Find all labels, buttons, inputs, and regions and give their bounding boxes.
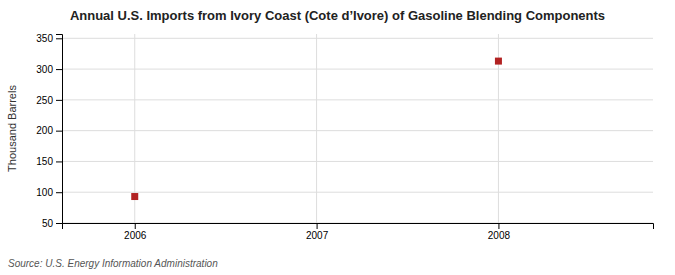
y-tick-label: 150 — [36, 156, 53, 167]
y-tick-label: 200 — [36, 125, 53, 136]
y-tick: 350 — [36, 33, 62, 44]
x-tick-label: 2006 — [124, 230, 147, 241]
y-tick-mark — [56, 161, 62, 162]
y-tick-label: 350 — [36, 33, 53, 44]
point — [495, 58, 502, 65]
h-grid-line — [62, 161, 653, 162]
x-tick-label: 2008 — [488, 230, 511, 241]
h-grid-line — [62, 69, 653, 70]
y-tick-label: 250 — [36, 95, 53, 106]
title: Annual U.S. Imports from Ivory Coast (Co… — [70, 8, 605, 23]
y-tick-mark — [56, 131, 62, 132]
source: Source: U.S. Energy Information Administ… — [8, 258, 218, 269]
y-tick-mark — [56, 192, 62, 193]
h-grid-line — [62, 99, 653, 100]
y-tick: 50 — [42, 218, 62, 229]
v-grid-line — [316, 34, 317, 223]
x-tick-mark — [135, 223, 136, 229]
y-tick-label: 50 — [42, 218, 54, 229]
y-axis-line — [56, 35, 63, 224]
x-tick-mark — [317, 223, 318, 229]
y-tick: 100 — [36, 187, 62, 198]
point — [131, 193, 138, 200]
x-tick: 2007 — [306, 223, 329, 241]
x-tick: 2006 — [124, 223, 147, 241]
h-grid-line — [62, 192, 653, 193]
y-tick: 200 — [36, 125, 62, 136]
x-tick: 2008 — [488, 223, 511, 241]
y-axis: 50 100 150 200 250 300 350 — [36, 33, 62, 229]
chart: 2006 2007 2008 50 100 150 200 250 300 350 Annual U… — [0, 0, 675, 275]
x-axis-line — [63, 224, 654, 230]
plot: 2006 2007 2008 50 100 150 200 250 300 350 — [36, 33, 653, 241]
y-tick-mark — [56, 100, 62, 101]
y-tick-label: 100 — [36, 187, 53, 198]
marks — [131, 58, 502, 200]
h-grid-line — [62, 38, 653, 39]
grid — [62, 34, 653, 223]
x-tick-mark — [498, 223, 499, 229]
y-tick: 150 — [36, 156, 62, 167]
y-tick-mark — [56, 223, 62, 224]
h-grid-line — [62, 130, 653, 131]
x-axis: 2006 2007 2008 — [63, 223, 654, 241]
x-tick-label: 2007 — [306, 230, 329, 241]
y-tick-label: 300 — [36, 64, 53, 75]
y-tick: 300 — [36, 64, 62, 75]
y-tick: 250 — [36, 95, 62, 106]
y-axis-title: Thousand Barrels — [6, 85, 18, 172]
y-tick-mark — [56, 69, 62, 70]
y-tick-mark — [56, 38, 62, 39]
